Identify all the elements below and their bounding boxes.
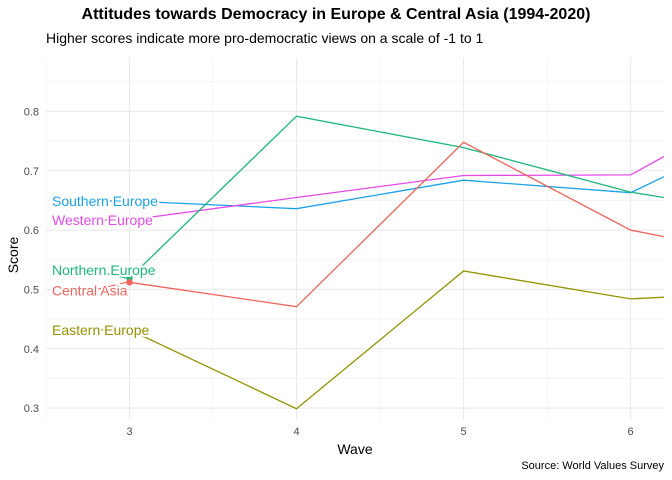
y-tick-label: 0.5 xyxy=(24,284,39,296)
x-axis-title: Wave xyxy=(337,441,372,457)
series-label-halo-central-asia: Central Asia xyxy=(52,282,128,298)
series-label-halo-western-europe: Western Europe xyxy=(52,212,153,228)
y-tick-label: 0.4 xyxy=(24,344,39,356)
chart-title: Attitudes towards Democracy in Europe & … xyxy=(81,6,591,23)
series-label-eastern-europe: Eastern Europe xyxy=(52,322,149,338)
series-line-southern-europe xyxy=(129,176,664,210)
series-point-central-asia xyxy=(126,279,133,286)
y-tick-label: 0.6 xyxy=(24,225,39,237)
series-point-eastern-europe xyxy=(126,326,133,333)
chart-caption: Source: World Values Survey xyxy=(521,460,664,472)
series-label-halo-eastern-europe: Eastern Europe xyxy=(52,322,149,338)
series-line-central-asia xyxy=(129,141,664,308)
x-tick-label: 5 xyxy=(461,426,467,438)
x-tick-label: 4 xyxy=(293,426,299,438)
series-label-western-europe: Western Europe xyxy=(52,212,153,228)
series-label-central-asia: Central Asia xyxy=(52,282,128,298)
major-gridlines xyxy=(46,58,664,420)
series-points xyxy=(126,197,133,333)
series-label-connector-central-asia xyxy=(92,281,127,291)
series-label-northern-europe: Northern Europe xyxy=(52,262,156,278)
x-tick-labels: 3 4 5 6 xyxy=(126,426,633,438)
series-line-eastern-europe xyxy=(129,270,664,410)
series-label-southern-europe: Southern Europe xyxy=(52,193,158,209)
series-lines xyxy=(129,115,664,410)
series-label-halo-northern-europe: Northern Europe xyxy=(52,262,156,278)
y-axis-title: Score xyxy=(5,237,21,274)
series-point-western-europe xyxy=(126,216,133,224)
series-point-southern-europe xyxy=(126,197,133,205)
y-tick-label: 0.7 xyxy=(24,166,39,178)
y-tick-label: 0.8 xyxy=(24,106,39,118)
series-line-western-europe xyxy=(129,155,664,221)
y-tick-label: 0.3 xyxy=(24,403,39,415)
series-line-northern-europe xyxy=(129,115,664,279)
x-tick-label: 3 xyxy=(126,426,132,438)
series-label-halo-southern-europe: Southern Europe xyxy=(52,193,158,209)
series-label-connector-northern-europe xyxy=(92,269,127,279)
chart-subtitle: Higher scores indicate more pro-democrat… xyxy=(46,30,484,46)
y-tick-labels: 0.3 0.4 0.5 0.6 0.7 0.8 xyxy=(24,106,39,415)
x-tick-label: 6 xyxy=(628,426,634,438)
minor-gridlines xyxy=(45,58,664,420)
